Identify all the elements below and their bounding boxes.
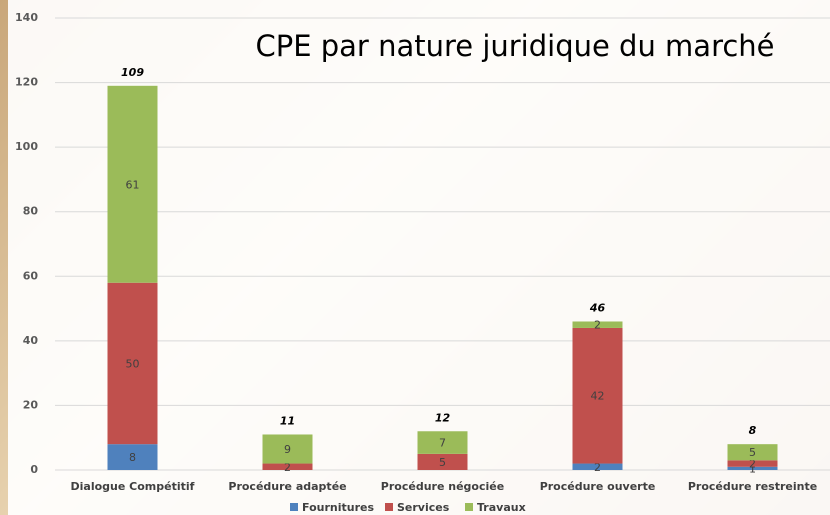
bar-segment (107, 444, 158, 470)
x-tick-label: Procédure ouverte (540, 480, 656, 493)
y-tick-label: 60 (23, 269, 39, 282)
bar-segment (572, 327, 623, 464)
value-label: 50 (126, 357, 140, 370)
x-tick-label: Procédure restreinte (688, 480, 817, 493)
bar-segment (572, 321, 623, 328)
value-label: 2 (749, 458, 756, 471)
total-label: 8 (749, 424, 757, 437)
value-label: 5 (439, 456, 446, 469)
legend-swatch (385, 503, 393, 511)
legend-swatch (465, 503, 473, 511)
bar-segment (417, 453, 468, 470)
y-tick-label: 100 (15, 140, 38, 153)
total-label: 109 (121, 66, 144, 79)
bar-segment (107, 85, 158, 283)
bar-segment (727, 466, 778, 470)
value-label: 61 (126, 178, 140, 191)
bar-segment (107, 282, 158, 445)
bar-segment (417, 431, 468, 454)
value-label: 8 (129, 451, 136, 464)
bar-segment (727, 460, 778, 467)
x-tick-label: Dialogue Compétitif (71, 480, 195, 493)
legend-label: Fournitures (302, 501, 374, 514)
x-tick-label: Procédure négociée (381, 480, 504, 493)
legend-label: Services (397, 501, 450, 514)
value-label: 2 (284, 461, 291, 474)
total-label: 11 (280, 414, 295, 427)
y-tick-label: 20 (23, 398, 39, 411)
total-label: 12 (435, 411, 451, 424)
value-label: 42 (591, 390, 605, 403)
total-label: 46 (589, 301, 606, 314)
value-label: 2 (594, 319, 601, 332)
x-tick-label: Procédure adaptée (228, 480, 346, 493)
y-tick-label: 140 (15, 11, 38, 24)
value-label: 1 (749, 462, 756, 475)
y-tick-label: 0 (30, 463, 38, 476)
y-tick-label: 80 (23, 205, 39, 218)
y-tick-label: 120 (15, 76, 38, 89)
value-label: 9 (284, 443, 291, 456)
value-label: 5 (749, 446, 756, 459)
bar-segment (262, 463, 313, 470)
bar-segment (572, 463, 623, 470)
bar-segment (727, 444, 778, 461)
value-label: 2 (594, 461, 601, 474)
legend-label: Travaux (477, 501, 526, 514)
y-tick-label: 40 (23, 334, 39, 347)
value-label: 7 (439, 437, 446, 450)
chart-title: CPE par nature juridique du marché (255, 29, 774, 63)
bar-segment (262, 434, 313, 464)
legend-swatch (290, 503, 298, 511)
